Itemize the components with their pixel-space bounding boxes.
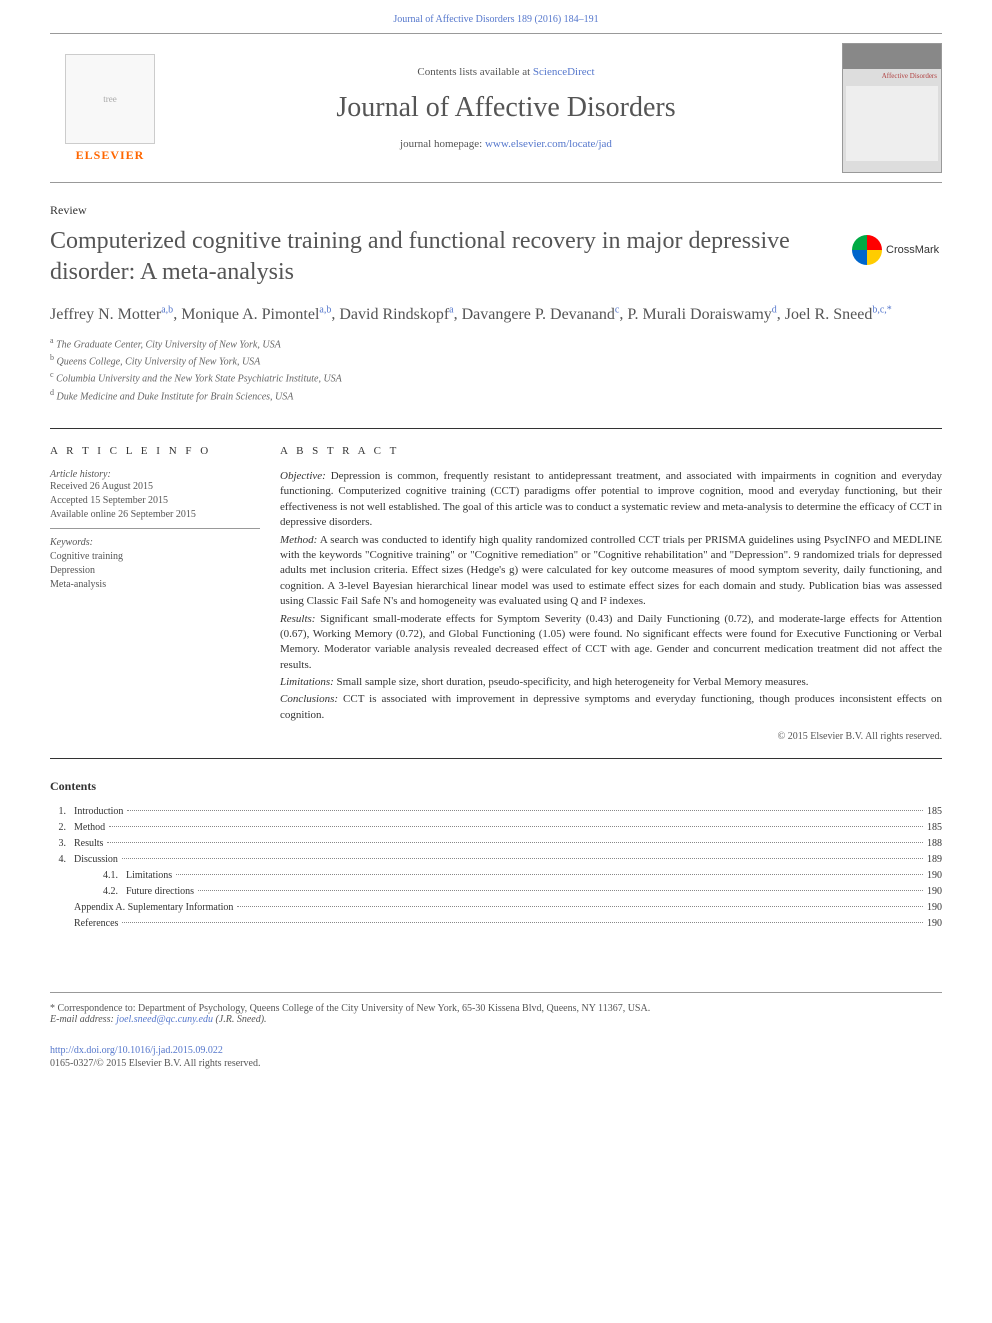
affiliation: a The Graduate Center, City University o… bbox=[50, 335, 942, 352]
toc-row[interactable]: 1. Introduction 185 bbox=[50, 804, 942, 820]
correspondence-email-link[interactable]: joel.sneed@qc.cuny.edu bbox=[116, 1014, 213, 1025]
homepage-prefix: journal homepage: bbox=[400, 138, 485, 150]
author: Monique A. Pimontela,b bbox=[181, 306, 331, 323]
abstract-copyright: © 2015 Elsevier B.V. All rights reserved… bbox=[280, 731, 942, 742]
toc-label: Future directions bbox=[126, 884, 194, 900]
crossmark-label: CrossMark bbox=[886, 244, 939, 256]
toc-number: 1. bbox=[50, 804, 74, 820]
toc-label: Method bbox=[74, 820, 105, 836]
toc-row[interactable]: 3. Results 188 bbox=[50, 836, 942, 852]
abstract-limitations: Limitations: Small sample size, short du… bbox=[280, 675, 942, 690]
contents-heading: Contents bbox=[50, 779, 942, 794]
keyword: Meta-analysis bbox=[50, 578, 260, 592]
author: David Rindskopfa bbox=[339, 306, 453, 323]
contents-prefix: Contents lists available at bbox=[417, 66, 532, 78]
journal-cover-thumbnail: Affective Disorders bbox=[842, 43, 942, 173]
toc-row[interactable]: 4.1. Limitations 190 bbox=[74, 868, 942, 884]
abstract-objective: Objective: Depression is common, frequen… bbox=[280, 469, 942, 531]
abstract-results: Results: Significant small-moderate effe… bbox=[280, 612, 942, 674]
toc-page: 189 bbox=[927, 852, 942, 868]
homepage-line: journal homepage: www.elsevier.com/locat… bbox=[170, 138, 842, 150]
article-type: Review bbox=[50, 203, 942, 218]
history-label: Article history: bbox=[50, 469, 260, 480]
keywords-label: Keywords: bbox=[50, 537, 260, 548]
abstract-column: A B S T R A C T Objective: Depression is… bbox=[280, 445, 942, 742]
elsevier-logo: tree ELSEVIER bbox=[50, 34, 170, 182]
crossmark-icon bbox=[852, 235, 882, 265]
doi-line: http://dx.doi.org/10.1016/j.jad.2015.09.… bbox=[50, 1045, 942, 1056]
toc-label: References bbox=[74, 916, 118, 932]
toc-page: 190 bbox=[927, 868, 942, 884]
article-info-column: A R T I C L E I N F O Article history: R… bbox=[50, 445, 280, 742]
journal-header: tree ELSEVIER Contents lists available a… bbox=[50, 33, 942, 183]
journal-name: Journal of Affective Disorders bbox=[170, 92, 842, 124]
homepage-link[interactable]: www.elsevier.com/locate/jad bbox=[485, 138, 612, 150]
toc-label: Limitations bbox=[126, 868, 172, 884]
toc-row[interactable]: Appendix A. Suplementary Information 190 bbox=[50, 900, 942, 916]
journal-header-center: Contents lists available at ScienceDirec… bbox=[170, 66, 842, 150]
toc-number: 2. bbox=[50, 820, 74, 836]
author: P. Murali Doraiswamyd bbox=[627, 306, 776, 323]
abstract-heading: A B S T R A C T bbox=[280, 445, 942, 457]
crossmark-badge[interactable]: CrossMark bbox=[852, 230, 942, 270]
email-suffix: (J.R. Sneed). bbox=[215, 1014, 266, 1025]
toc-row[interactable]: References 190 bbox=[50, 916, 942, 932]
toc-label: Results bbox=[74, 836, 103, 852]
affiliations: a The Graduate Center, City University o… bbox=[50, 335, 942, 404]
correspondence-text: Correspondence to: Department of Psychol… bbox=[58, 1003, 651, 1014]
correspondence-footer: * Correspondence to: Department of Psych… bbox=[50, 992, 942, 1025]
abstract-conclusions: Conclusions: CCT is associated with impr… bbox=[280, 692, 942, 723]
toc-number: 3. bbox=[50, 836, 74, 852]
toc-page: 190 bbox=[927, 884, 942, 900]
elsevier-tree-icon: tree bbox=[65, 54, 155, 144]
toc-label: Discussion bbox=[74, 852, 118, 868]
abstract-method: Method: A search was conducted to identi… bbox=[280, 533, 942, 610]
toc-row[interactable]: 2. Method 185 bbox=[50, 820, 942, 836]
history-item: Available online 26 September 2015 bbox=[50, 508, 260, 522]
doi-link[interactable]: http://dx.doi.org/10.1016/j.jad.2015.09.… bbox=[50, 1045, 223, 1056]
toc-number: 4.2. bbox=[74, 884, 126, 900]
elsevier-label: ELSEVIER bbox=[76, 148, 145, 163]
affiliation: d Duke Medicine and Duke Institute for B… bbox=[50, 387, 942, 404]
keyword: Cognitive training bbox=[50, 550, 260, 564]
cover-title: Affective Disorders bbox=[843, 69, 941, 83]
toc-page: 188 bbox=[927, 836, 942, 852]
author-list: Jeffrey N. Mottera,b, Monique A. Pimonte… bbox=[50, 302, 942, 326]
toc-page: 190 bbox=[927, 900, 942, 916]
toc-page: 185 bbox=[927, 820, 942, 836]
contents-section: Contents 1. Introduction 185 2. Method 1… bbox=[50, 779, 942, 932]
affiliation: b Queens College, City University of New… bbox=[50, 352, 942, 369]
correspondence-marker: * bbox=[50, 1003, 55, 1014]
author: Jeffrey N. Mottera,b bbox=[50, 306, 173, 323]
article-info-abstract-row: A R T I C L E I N F O Article history: R… bbox=[50, 428, 942, 759]
article-title: Computerized cognitive training and func… bbox=[50, 226, 832, 288]
citation-link[interactable]: Journal of Affective Disorders 189 (2016… bbox=[393, 14, 598, 25]
toc-row[interactable]: 4.2. Future directions 190 bbox=[74, 884, 942, 900]
toc-page: 185 bbox=[927, 804, 942, 820]
author: Joel R. Sneedb,c,* bbox=[785, 306, 892, 323]
toc-label: Appendix A. Suplementary Information bbox=[74, 900, 233, 916]
keyword: Depression bbox=[50, 564, 260, 578]
toc-number: 4. bbox=[50, 852, 74, 868]
email-label: E-mail address: bbox=[50, 1014, 114, 1025]
toc-number: 4.1. bbox=[74, 868, 126, 884]
affiliation: c Columbia University and the New York S… bbox=[50, 369, 942, 386]
history-item: Accepted 15 September 2015 bbox=[50, 494, 260, 508]
toc-label: Introduction bbox=[74, 804, 123, 820]
toc-page: 190 bbox=[927, 916, 942, 932]
history-item: Received 26 August 2015 bbox=[50, 480, 260, 494]
article-info-heading: A R T I C L E I N F O bbox=[50, 445, 260, 457]
top-citation: Journal of Affective Disorders 189 (2016… bbox=[0, 0, 992, 33]
sciencedirect-link[interactable]: ScienceDirect bbox=[533, 66, 595, 78]
toc-row[interactable]: 4. Discussion 189 bbox=[50, 852, 942, 868]
contents-available-line: Contents lists available at ScienceDirec… bbox=[170, 66, 842, 78]
issn-copyright-line: 0165-0327/© 2015 Elsevier B.V. All right… bbox=[50, 1058, 942, 1069]
author: Davangere P. Devanandc bbox=[462, 306, 620, 323]
